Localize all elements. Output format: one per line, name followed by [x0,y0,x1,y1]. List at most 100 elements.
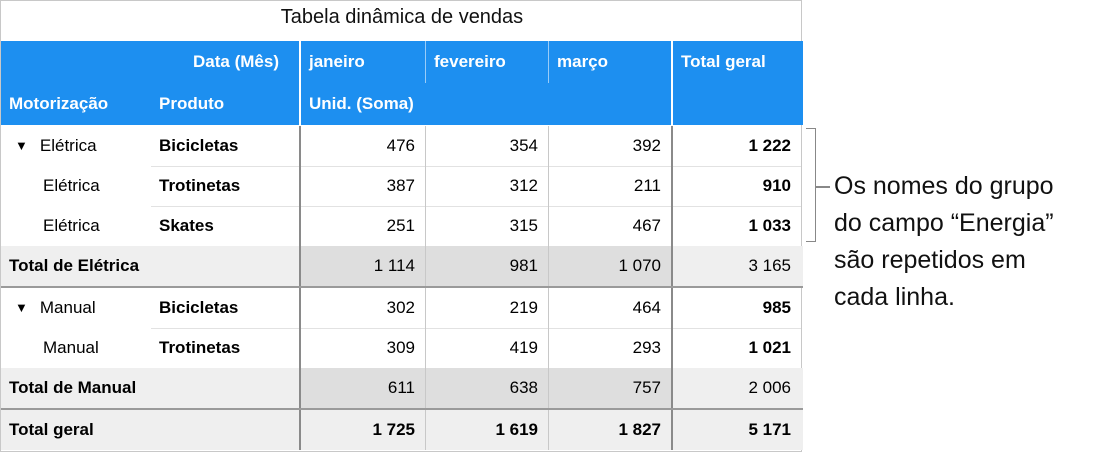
callout-line: são repetidos em [834,246,1026,274]
product-cell: Trotinetas [159,176,241,195]
value-cell[interactable]: 312 [509,176,538,195]
column-separator [299,206,301,246]
table-title: Tabela dinâmica de vendas [280,6,524,28]
table-row: Elétrica Trotinetas 387 312 211 910 [1,166,803,206]
group-name-repeated: Elétrica [43,176,100,195]
row-field-motorizacao[interactable]: Motorização [9,94,109,113]
callout-note: Os nomes do grupo do campo “Energia” são… [834,168,1104,316]
value-cell[interactable]: 387 [386,176,415,195]
month-header[interactable]: janeiro [309,52,365,71]
value-cell[interactable]: 981 [509,256,538,275]
value-cell[interactable]: 1 114 [373,256,415,275]
callout-line: Os nomes do grupo [834,172,1054,200]
row-total-cell[interactable]: 1 021 [748,338,791,357]
values-field-label[interactable]: Unid. (Soma) [309,94,414,113]
value-cell[interactable]: 251 [386,216,415,235]
grand-total-label: Total geral [9,420,94,439]
grand-total-cell[interactable]: 1 619 [495,420,538,439]
subtotal-label: Total de Manual [9,378,137,397]
column-separator [548,166,549,206]
column-separator [299,328,301,368]
column-separator [425,368,426,408]
subtotal-row: Total de Elétrica 1 114 981 1 070 3 165 [1,246,803,286]
group-divider [1,286,803,288]
row-total-cell[interactable]: 3 165 [748,256,791,275]
subtotal-shade [301,246,671,286]
column-separator [425,288,426,328]
total-geral-header[interactable]: Total geral [681,52,766,71]
value-cell[interactable]: 757 [632,378,661,397]
row-field-produto[interactable]: Produto [159,94,225,113]
column-field-label[interactable]: Data (Mês) [193,52,279,71]
value-cell[interactable]: 354 [509,136,538,155]
table-row: ▼ Manual Bicicletas 302 219 464 985 [1,288,803,328]
column-separator [548,246,549,286]
column-separator [671,328,673,368]
row-divider [151,328,801,329]
table-row: ▼ Elétrica Bicicletas 476 354 392 1 222 [1,126,803,166]
column-separator [548,410,549,450]
column-separator [671,126,673,166]
value-cell[interactable]: 464 [632,298,661,317]
group-cell[interactable]: ▼ Elétrica [15,126,155,166]
month-header[interactable]: março [557,52,609,71]
grand-total-cell[interactable]: 5 171 [748,420,791,439]
value-cell[interactable]: 1 070 [618,256,661,275]
product-cell: Bicicletas [159,136,239,155]
product-cell: Trotinetas [159,338,241,357]
value-cell[interactable]: 611 [387,378,415,397]
row-total-cell[interactable]: 1 222 [748,136,791,155]
value-cell[interactable]: 211 [633,176,661,195]
group-divider [1,408,803,410]
value-cell[interactable]: 638 [509,378,538,397]
row-total-cell[interactable]: 910 [762,176,791,195]
callout-bracket-tick [816,186,830,188]
value-cell[interactable]: 476 [386,136,415,155]
column-separator [671,166,673,206]
group-name: Manual [39,298,96,317]
header-row-columns: Data (Mês) janeiro fevereiro março Total… [1,41,803,83]
column-separator [548,126,549,166]
column-separator [299,368,301,408]
column-separator [548,328,549,368]
value-cell[interactable]: 219 [509,298,538,317]
grand-total-cell[interactable]: 1 725 [372,420,415,439]
row-total-cell[interactable]: 1 033 [748,216,791,235]
group-name: Elétrica [39,136,97,155]
subtotal-label: Total de Elétrica [9,256,140,275]
column-separator [299,288,301,328]
row-total-cell[interactable]: 985 [762,298,791,317]
value-cell[interactable]: 309 [386,338,415,357]
column-separator [671,288,673,328]
group-name-repeated: Manual [43,338,99,357]
value-cell[interactable]: 392 [632,136,661,155]
column-separator [299,246,301,286]
disclosure-triangle-down-icon[interactable]: ▼ [15,138,28,153]
grand-total-row: Total geral 1 725 1 619 1 827 5 171 [1,410,803,450]
callout-line: cada linha. [834,283,955,311]
column-separator [671,246,673,286]
column-separator [299,126,301,166]
grand-total-cell[interactable]: 1 827 [618,420,661,439]
column-separator [548,288,549,328]
column-separator [425,328,426,368]
group-cell[interactable]: ▼ Manual [15,288,155,328]
disclosure-triangle-down-icon[interactable]: ▼ [15,300,28,315]
column-separator [425,246,426,286]
row-total-cell[interactable]: 2 006 [748,378,791,397]
value-cell[interactable]: 419 [509,338,538,357]
subtotal-row: Total de Manual 611 638 757 2 006 [1,368,803,408]
month-header[interactable]: fevereiro [434,52,506,71]
value-cell[interactable]: 302 [386,298,415,317]
header-row-fields: Motorização Produto Unid. (Soma) [1,83,803,125]
column-separator [671,368,673,408]
value-cell[interactable]: 467 [632,216,661,235]
column-separator [425,126,426,166]
row-divider [151,166,801,167]
subtotal-shade [301,368,671,408]
value-cell[interactable]: 315 [509,216,538,235]
value-cell[interactable]: 293 [632,338,661,357]
product-cell: Bicicletas [159,298,239,317]
pivot-table: Tabela dinâmica de vendas Data (Mês) jan… [0,0,803,452]
callout-bracket [806,128,816,242]
